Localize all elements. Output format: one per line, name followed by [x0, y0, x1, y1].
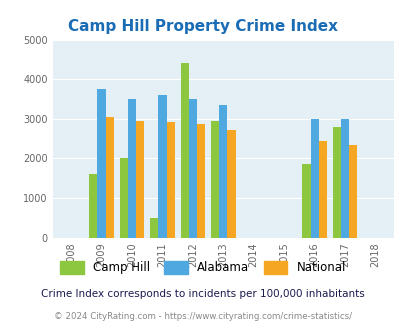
Bar	[89, 174, 97, 238]
Bar	[211, 121, 219, 238]
Text: © 2024 CityRating.com - https://www.cityrating.com/crime-statistics/: © 2024 CityRating.com - https://www.city…	[54, 312, 351, 321]
Bar	[219, 105, 227, 238]
Bar	[158, 95, 166, 238]
Bar	[136, 121, 144, 238]
Text: Camp Hill Property Crime Index: Camp Hill Property Crime Index	[68, 19, 337, 34]
Text: Crime Index corresponds to incidents per 100,000 inhabitants: Crime Index corresponds to incidents per…	[41, 289, 364, 299]
Bar	[318, 141, 326, 238]
Bar	[180, 63, 188, 238]
Bar	[340, 119, 348, 238]
Bar	[196, 124, 205, 238]
Legend: Camp Hill, Alabama, National: Camp Hill, Alabama, National	[55, 257, 350, 279]
Bar	[332, 127, 340, 238]
Bar	[105, 117, 113, 238]
Bar	[302, 164, 310, 238]
Bar	[119, 158, 128, 238]
Bar	[128, 99, 136, 238]
Bar	[227, 130, 235, 238]
Bar	[348, 145, 356, 238]
Bar	[150, 218, 158, 238]
Bar	[188, 99, 196, 238]
Bar	[166, 122, 174, 238]
Bar	[97, 89, 105, 238]
Bar	[310, 119, 318, 238]
